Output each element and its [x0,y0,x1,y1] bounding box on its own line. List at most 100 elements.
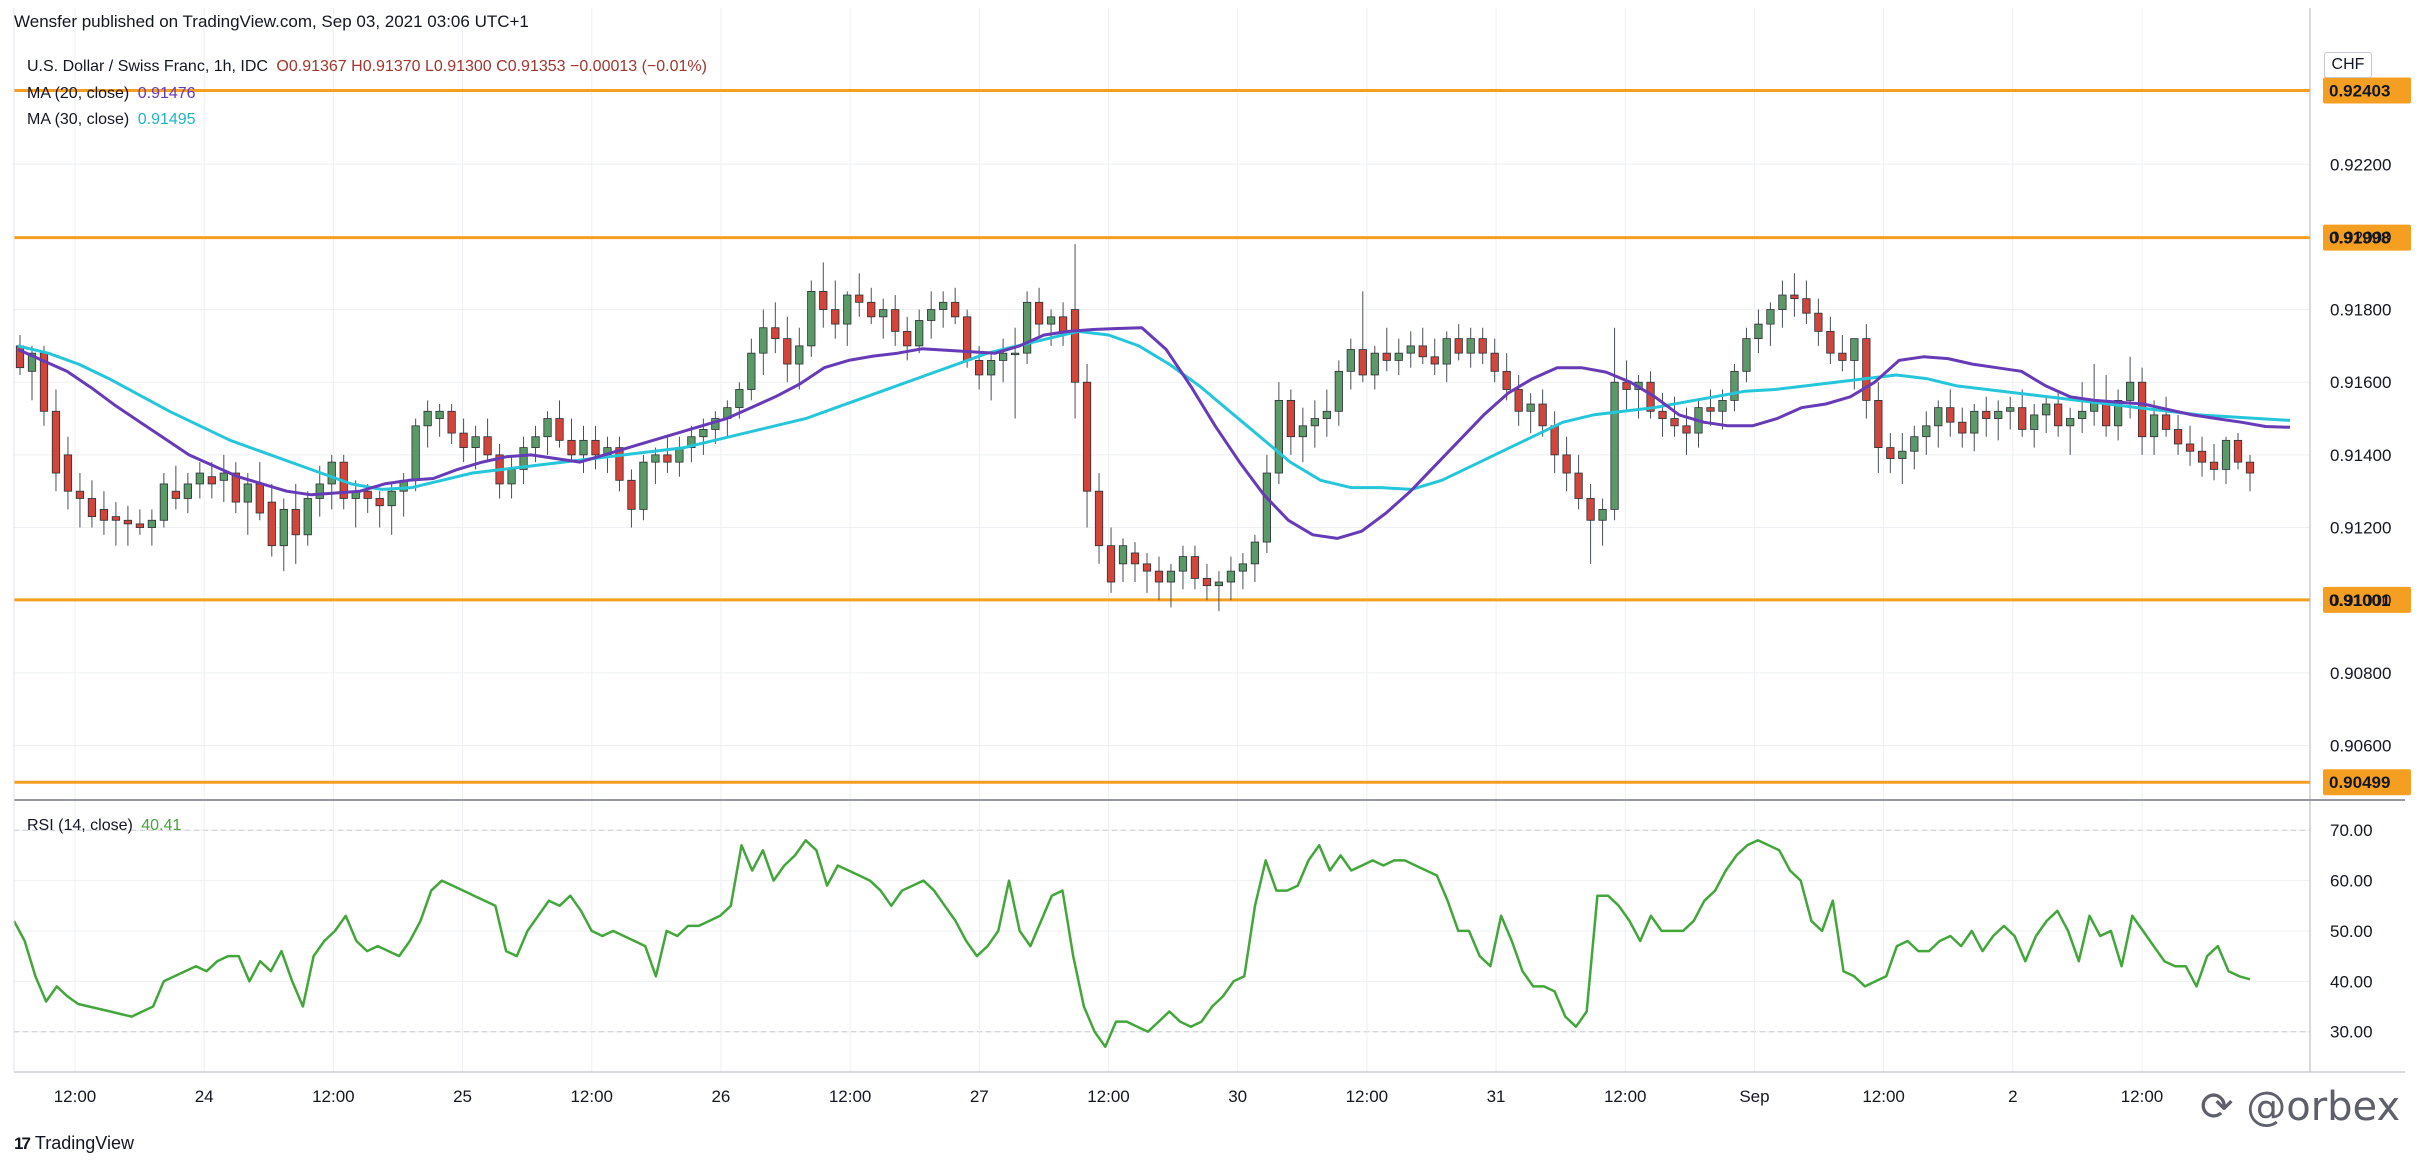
candle-body [51,410,61,474]
candle-body [843,294,852,325]
candle-body [1466,338,1475,354]
candle-body [63,454,73,492]
candle-body [2125,381,2135,401]
candle-body [747,352,756,390]
candle-body [1526,403,1535,412]
time-tick-label: 12:00 [1087,1087,1130,1106]
rsi-tick-label: 50.00 [2330,922,2373,941]
candle-body [1058,316,1068,332]
candle-body [2209,461,2219,470]
price-tick-label: 0.91600 [2330,373,2391,392]
candle-body [1826,330,1835,354]
candle-body [1118,545,1128,565]
candle-body [159,483,168,521]
ma30-value: 0.91495 [137,111,196,128]
candle-body [195,472,204,485]
candle-body [1034,301,1044,325]
candle-body [567,439,576,456]
candle-body [1754,323,1763,340]
candle-body [951,301,960,318]
candle-body [1346,349,1355,372]
candle-body [1706,407,1715,412]
rsi-tick-label: 40.00 [2330,972,2373,991]
candle-body [2078,410,2087,419]
candle-body [807,291,816,347]
candle-body [1586,498,1595,521]
candle-body [2245,461,2255,474]
candle-body [1946,407,1955,423]
candle-body [1922,425,1931,438]
candle-body [1106,545,1116,583]
candle-body [1286,399,1295,438]
time-tick-label: 31 [1487,1087,1506,1106]
candle-body [1550,425,1559,456]
time-tick-label: 12:00 [1862,1087,1905,1106]
ma30-line [17,329,2291,491]
tradingview-logo-text: TradingView [34,1133,134,1153]
publish-header: Wensfer published on TradingView.com, Se… [14,12,529,31]
candle-body [531,436,540,449]
time-tick-label: 24 [195,1087,214,1106]
rsi-line [12,839,2251,1049]
candle-body [2173,429,2183,445]
level-price-tag [2323,586,2411,613]
candle-body [315,483,324,499]
candle-body [1238,563,1248,572]
orbex-watermark-text: @orbex [2246,1084,2401,1130]
candle-body [231,472,240,503]
candle-body [1790,294,1799,300]
level-price-label: 0.91001 [2329,591,2390,610]
candle-body [1910,436,1919,452]
candle-body [171,490,180,499]
level-price-label: 0.90499 [2329,773,2390,792]
candle-body [591,439,600,456]
candle-body [2197,450,2207,463]
candle-body [267,501,276,547]
candles [15,244,2255,612]
ma20-legend: MA (20, close) 0.91476 [27,84,196,104]
candle-body [831,309,840,325]
candle-body [927,309,936,321]
candle-body [207,476,216,485]
candle-body [2054,403,2063,427]
candle-body [1514,389,1523,412]
price-tick-label: 0.91800 [2330,301,2391,320]
level-price-tag [2323,769,2411,796]
candle-body [1082,381,1092,492]
time-tick-label: 12:00 [1346,1087,1389,1106]
axes: 0.92200 0.92000 0.91800 0.91600 0.91400 0.912… [13,8,2405,1106]
candle-body [1406,345,1415,354]
rsi-tick-label: 60.00 [2330,872,2373,891]
candle-body [615,447,624,481]
candle-body [1850,338,1859,361]
ma20-line [17,326,2291,540]
candle-body [423,410,432,427]
time-tick-label: 12:00 [570,1087,613,1106]
candle-body [915,320,924,347]
candle-body [135,523,145,528]
candle-body [1226,570,1236,583]
rsi-panel [12,839,2251,1049]
candle-body [1154,570,1164,583]
candle-body [579,439,588,456]
candle-body [1610,381,1619,510]
candle-body [507,469,516,485]
candle-body [699,429,708,438]
candle-body [627,479,636,510]
currency-button[interactable]: CHF [2324,52,2372,78]
candle-body [1262,472,1271,543]
candle-body [1682,425,1691,434]
candle-body [999,352,1008,361]
time-tick-label: Sep [1739,1087,1769,1106]
candle-body [1766,309,1775,325]
ma20-label: MA (20, close) [27,85,130,102]
candle-body [1670,418,1679,427]
price-tick-label: 0.91200 [2330,519,2391,538]
candle-body [459,432,468,449]
candle-body [1862,338,1871,401]
candle-body [183,483,192,499]
candle-body [1418,345,1427,358]
candle-body [1958,421,1967,434]
candle-body [255,483,264,514]
candle-body [2018,407,2027,430]
